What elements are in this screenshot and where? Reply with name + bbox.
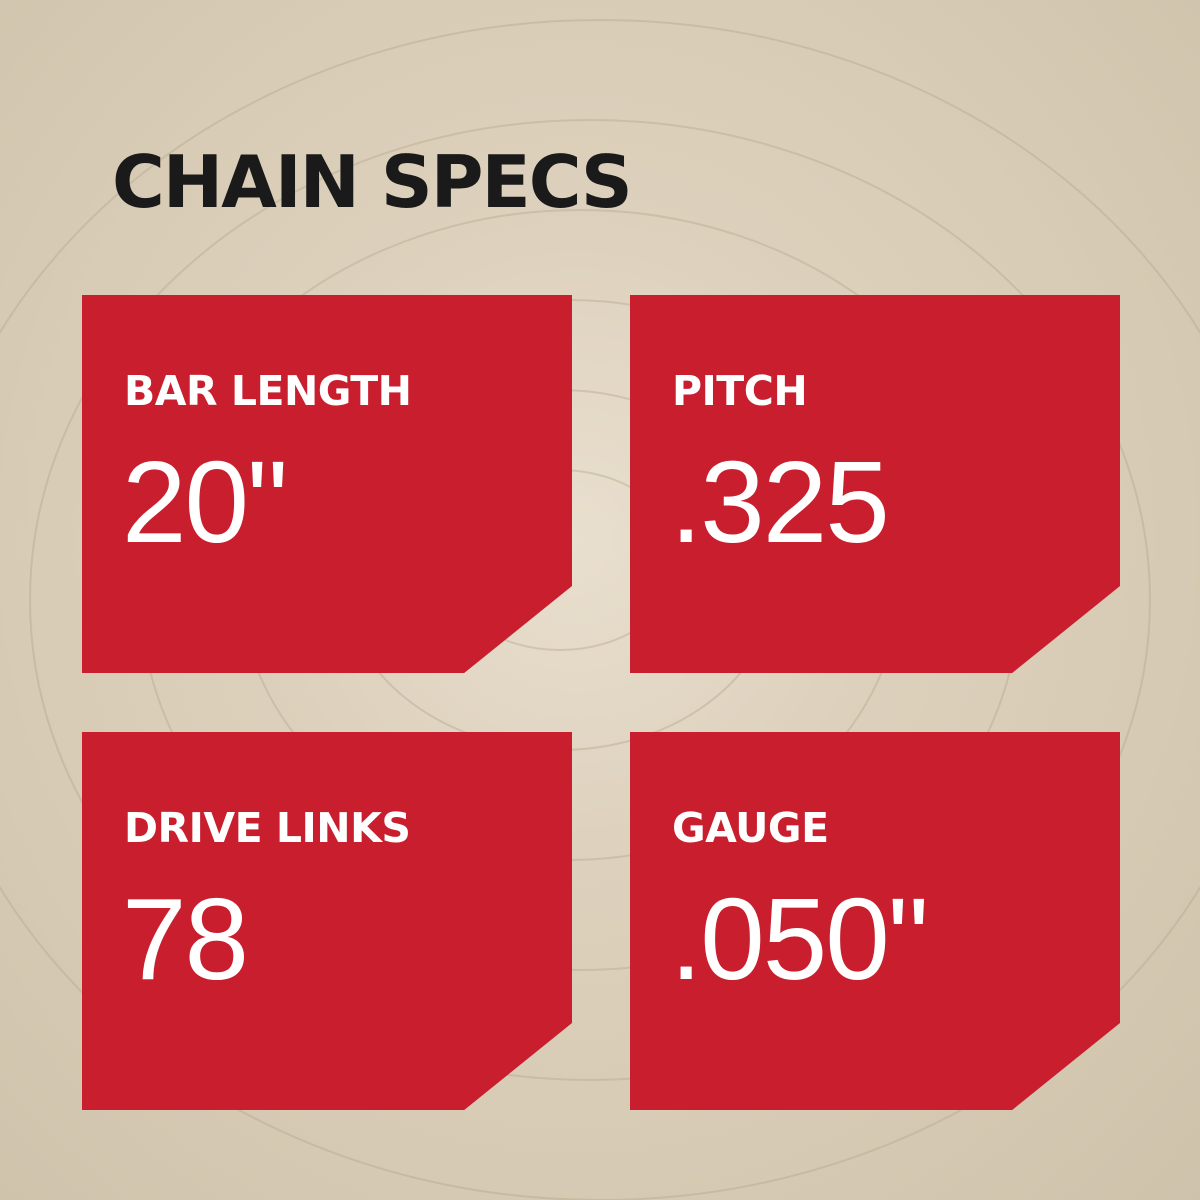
spec-value: 20" [122,437,288,567]
spec-label: PITCH [672,367,808,415]
spec-value: .325 [670,437,890,567]
spec-label: BAR LENGTH [124,367,412,415]
spec-label: DRIVE LINKS [124,804,411,852]
spec-card-pitch: PITCH .325 [630,295,1120,673]
spec-value: 78 [122,874,249,1004]
spec-card-drive-links: DRIVE LINKS 78 [82,732,572,1110]
spec-card-gauge: GAUGE .050" [630,732,1120,1110]
spec-value: .050" [670,874,929,1004]
spec-label: GAUGE [672,804,829,852]
page-title: CHAIN SPECS [112,140,633,224]
spec-card-bar-length: BAR LENGTH 20" [82,295,572,673]
